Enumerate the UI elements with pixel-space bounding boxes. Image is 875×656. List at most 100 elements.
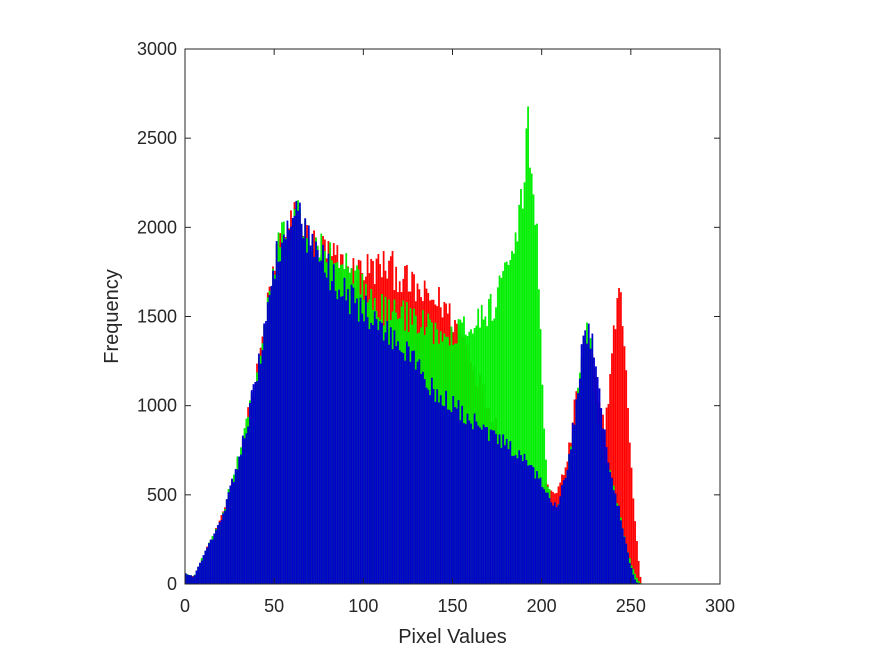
y-tick-label: 3000 [137, 39, 177, 59]
x-tick-label: 200 [527, 596, 557, 616]
bar [282, 234, 285, 585]
bar [521, 461, 524, 585]
bar [222, 513, 225, 585]
bar [637, 560, 640, 585]
bar [391, 349, 394, 585]
bar [368, 329, 371, 585]
bar [389, 327, 392, 585]
bar [259, 363, 262, 585]
bar [582, 335, 585, 585]
x-tick-label: 250 [616, 596, 646, 616]
bar [215, 529, 217, 585]
bar [491, 430, 494, 585]
bar [293, 215, 296, 585]
bar [516, 458, 519, 585]
bar [436, 389, 439, 585]
bar [463, 423, 465, 585]
x-tick-label: 100 [348, 596, 378, 616]
bar [461, 405, 464, 585]
bar [418, 359, 421, 585]
bar [464, 424, 467, 585]
bar [191, 576, 194, 585]
bar [188, 575, 191, 585]
bar [311, 233, 314, 585]
bar [439, 395, 442, 585]
bar [628, 563, 631, 585]
bar [359, 297, 362, 585]
bar [602, 428, 604, 585]
bar [457, 400, 460, 585]
bar [197, 566, 200, 585]
bar [580, 344, 583, 585]
bar [232, 481, 235, 585]
bar [455, 408, 458, 585]
bar [286, 220, 289, 585]
bar [479, 427, 481, 585]
bar [471, 429, 474, 585]
bar [523, 453, 526, 585]
bar [470, 423, 472, 585]
bar [420, 374, 423, 585]
bar [416, 361, 419, 585]
bar [498, 434, 501, 585]
bar [304, 218, 307, 585]
bar [279, 261, 282, 585]
bar [345, 300, 348, 585]
bar [500, 447, 503, 585]
bar [496, 444, 499, 585]
bar [409, 361, 412, 585]
bar [414, 369, 417, 585]
bar [329, 290, 332, 585]
bar [382, 340, 385, 585]
bar [619, 520, 622, 585]
bar [356, 298, 358, 585]
bar [596, 377, 599, 585]
bar [388, 344, 390, 585]
bar [562, 480, 565, 585]
bar [454, 407, 456, 585]
bar [634, 579, 637, 585]
bar [325, 277, 328, 585]
y-axis-label: Frequency [101, 269, 123, 364]
bar [477, 425, 480, 585]
bar [525, 460, 528, 585]
bar [612, 490, 615, 585]
bar [452, 396, 455, 585]
bar [600, 408, 603, 585]
bar [636, 541, 638, 585]
bar [405, 341, 408, 585]
bar [364, 295, 367, 585]
bar [249, 403, 251, 585]
bar [231, 478, 233, 585]
bar [206, 547, 209, 585]
bar [234, 468, 237, 585]
bar [229, 485, 232, 585]
bar [316, 250, 319, 585]
bar [578, 378, 581, 585]
bar [482, 424, 485, 585]
bar [347, 289, 349, 585]
bar [407, 346, 410, 585]
bar [297, 210, 299, 585]
bar [363, 321, 365, 585]
bar [322, 244, 324, 585]
bar [546, 492, 549, 585]
bar [268, 294, 271, 585]
bar [266, 302, 269, 585]
y-tick-label: 2500 [137, 128, 177, 148]
x-tick-label: 150 [437, 596, 467, 616]
bar [504, 445, 506, 585]
bar [224, 510, 226, 585]
bar [555, 507, 558, 585]
bar [288, 230, 291, 585]
histogram-bars [184, 106, 642, 585]
bar [484, 427, 487, 585]
bar [236, 469, 239, 585]
bar [265, 320, 267, 585]
y-tick-label: 500 [147, 485, 177, 505]
bar [459, 420, 462, 585]
bar [507, 449, 510, 585]
bar [277, 261, 280, 585]
bar [502, 434, 505, 585]
